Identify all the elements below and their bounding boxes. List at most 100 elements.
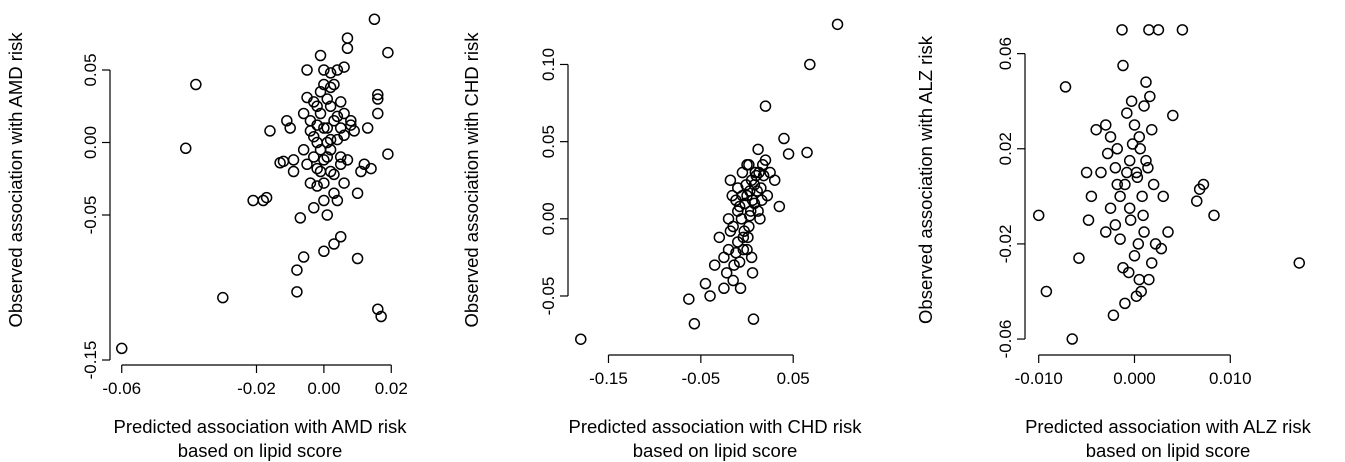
y-axis-label: Observed association with ALZ risk	[915, 35, 936, 324]
data-point	[1142, 162, 1154, 174]
data-point	[726, 189, 738, 202]
data-point	[304, 125, 317, 137]
data-point	[720, 267, 733, 279]
data-point	[355, 165, 367, 178]
y-tick-label: 0.00	[539, 202, 558, 235]
data-point	[1032, 209, 1045, 222]
data-point	[1104, 202, 1117, 214]
data-point	[1109, 162, 1122, 174]
data-point	[1117, 59, 1129, 72]
data-point	[260, 191, 273, 204]
data-point	[341, 32, 354, 44]
data-point	[1140, 76, 1152, 88]
data-point	[328, 168, 340, 181]
data-point	[314, 86, 327, 98]
data-point	[334, 96, 347, 108]
data-point	[1109, 219, 1122, 231]
data-point	[1140, 154, 1152, 167]
data-point	[1082, 214, 1095, 226]
data-point	[1143, 273, 1155, 286]
data-point	[308, 151, 320, 163]
panel-1: -0.06 -0.02 0.00 0.02 -0.15 -0.05 0.00 0.05 Pred…	[5, 13, 408, 461]
data-point	[759, 100, 772, 112]
data-point	[1144, 90, 1156, 103]
data-point	[297, 251, 310, 263]
y-tick-label: -0.02	[996, 225, 1015, 264]
data-point	[338, 107, 350, 120]
data-point	[318, 64, 330, 76]
data-point	[287, 165, 300, 178]
data-point	[318, 177, 330, 189]
data-point	[338, 177, 350, 189]
x-axis-label: Predicted association with ALZ risk	[1025, 416, 1312, 437]
data-point	[1208, 209, 1220, 222]
data-point	[753, 166, 765, 179]
data-point	[738, 225, 750, 237]
data-point	[334, 151, 347, 163]
y-tick-label: 0.02	[996, 132, 1015, 165]
data-point	[180, 142, 192, 155]
data-point	[708, 259, 721, 271]
data-point	[831, 18, 844, 31]
data-point	[737, 243, 750, 256]
x-tick-label: -0.15	[589, 369, 628, 388]
data-point	[311, 162, 323, 175]
data-point	[351, 252, 364, 265]
data-point	[324, 81, 337, 94]
data-point	[1117, 261, 1129, 274]
data-point	[334, 231, 347, 243]
data-point	[345, 115, 357, 127]
data-point	[345, 119, 357, 131]
data-point	[341, 154, 354, 166]
data-point	[1124, 214, 1137, 226]
x-tick-label: 0.00	[307, 379, 340, 398]
data-point	[718, 282, 730, 295]
data-point	[1114, 190, 1126, 203]
data-point	[718, 251, 730, 264]
data-point	[1138, 226, 1150, 238]
data-point	[744, 209, 756, 222]
x-tick-label: -0.02	[237, 379, 276, 398]
data-point	[372, 107, 384, 120]
data-point	[361, 122, 374, 134]
data-point	[1080, 166, 1093, 179]
data-point	[747, 313, 760, 325]
data-point	[1104, 131, 1117, 143]
data-point	[699, 277, 712, 290]
data-point	[1123, 154, 1136, 167]
data-point	[752, 143, 764, 156]
data-point	[1162, 226, 1174, 238]
y-axis-label: Observed association with AMD risk	[5, 32, 26, 328]
data-point	[801, 146, 813, 159]
data-point	[748, 179, 761, 191]
data-point	[321, 209, 333, 221]
data-point	[728, 259, 740, 271]
data-point	[1138, 100, 1150, 112]
data-point	[732, 205, 744, 217]
data-point	[324, 144, 337, 156]
data-point	[742, 231, 754, 244]
data-point	[308, 202, 320, 214]
data-point	[311, 100, 323, 112]
data-point	[331, 110, 344, 123]
data-point	[759, 154, 772, 166]
data-point	[1125, 95, 1138, 107]
data-point	[257, 194, 269, 207]
data-point	[1111, 143, 1124, 155]
data-point	[1101, 147, 1114, 160]
data-point	[575, 333, 587, 345]
data-point	[1073, 252, 1085, 264]
data-point	[1137, 209, 1149, 222]
data-point	[1197, 178, 1210, 191]
x-axis-label: based on lipid score	[1086, 440, 1251, 461]
data-point	[264, 125, 276, 137]
data-point	[348, 125, 360, 137]
data-point	[291, 264, 303, 276]
data-point	[1152, 24, 1165, 36]
data-point	[287, 154, 300, 166]
data-point	[724, 174, 737, 186]
data-point	[1111, 178, 1124, 191]
data-point	[1143, 24, 1155, 36]
data-point	[1130, 290, 1143, 302]
y-tick-label: -0.15	[81, 341, 100, 380]
